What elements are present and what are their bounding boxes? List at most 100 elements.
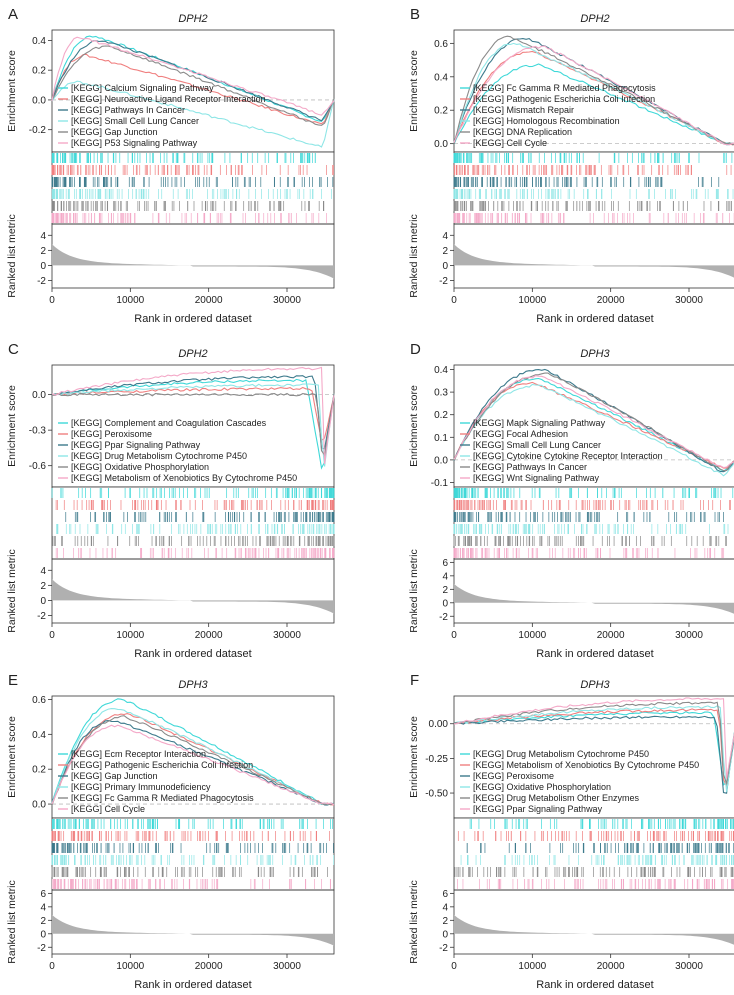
y-tick-label: 0.4 xyxy=(434,72,448,83)
x-tick-label: 0 xyxy=(451,295,457,306)
hit-row xyxy=(457,879,734,889)
hit-row xyxy=(51,819,334,829)
x-tick-label: 20000 xyxy=(597,630,625,641)
x-tick-label: 10000 xyxy=(518,961,546,972)
legend-entry: [KEGG] Ecm Receptor Interaction xyxy=(71,749,206,759)
metric-area xyxy=(454,583,734,614)
legend-entry: [KEGG] Peroxisome xyxy=(71,429,152,439)
x-axis-label: Rank in ordered dataset xyxy=(536,313,653,325)
metric-tick-label: 6 xyxy=(442,889,448,900)
hit-row xyxy=(453,213,734,223)
es-axis-label: Enrichment score xyxy=(6,716,18,798)
es-curve xyxy=(453,711,734,787)
hit-row xyxy=(453,524,729,534)
x-tick-label: 20000 xyxy=(597,961,625,972)
metric-plot-frame xyxy=(453,558,734,624)
y-tick-label: 0.0 xyxy=(434,139,448,150)
y-tick-label: 0.0 xyxy=(32,390,46,401)
legend-entry: [KEGG] Fc Gamma R Mediated Phagocytosis xyxy=(473,83,656,93)
es-curve xyxy=(51,45,335,126)
hit-row xyxy=(55,548,335,558)
x-tick-label: 0 xyxy=(49,295,55,306)
es-curve xyxy=(453,42,734,145)
legend-entry: [KEGG] Homologous Recombination xyxy=(473,116,620,126)
y-tick-label: 0.00 xyxy=(429,719,449,730)
metric-tick-label: 4 xyxy=(442,571,448,582)
y-tick-label: 0.4 xyxy=(32,36,46,47)
es-axis-label: Enrichment score xyxy=(408,50,420,132)
es-curve xyxy=(51,366,335,465)
hit-plot-frame xyxy=(51,486,335,560)
panel-label: A xyxy=(8,6,18,23)
hit-row xyxy=(469,819,734,829)
es-curve xyxy=(51,383,335,467)
panel-title: DPH2 xyxy=(580,13,609,25)
panel-e: E DPH3 0.6 0.4 0.2 0.0 Enrichment score [KEGG] … xyxy=(6,672,335,991)
legend-entry: [KEGG] Pathogenic Escherichia Coli Infec… xyxy=(473,94,655,104)
hit-row xyxy=(55,500,335,510)
metric-plot-frame xyxy=(453,223,734,289)
legend: [KEGG] Complement and Coagulation Cascad… xyxy=(58,418,297,483)
y-tick-label: -0.25 xyxy=(425,754,448,765)
hit-row xyxy=(51,831,330,841)
hit-row xyxy=(51,153,316,163)
metric-tick-label: 0 xyxy=(442,261,448,272)
es-curve xyxy=(51,36,335,116)
metric-tick-label: 4 xyxy=(40,231,46,242)
x-axis-label: Rank in ordered dataset xyxy=(134,648,251,660)
x-axis-label: Rank in ordered dataset xyxy=(536,648,653,660)
metric-tick-label: 0 xyxy=(40,929,46,940)
y-tick-label: 0.0 xyxy=(32,95,46,106)
hit-row xyxy=(453,512,724,522)
metric-tick-label: 2 xyxy=(40,246,46,257)
x-tick-label: 30000 xyxy=(675,630,703,641)
hit-plot-frame xyxy=(51,817,335,891)
es-curve xyxy=(51,386,335,442)
legend-entry: [KEGG] Gap Junction xyxy=(71,127,158,137)
metric-area xyxy=(454,244,734,278)
x-tick-label: 20000 xyxy=(195,295,223,306)
es-curve xyxy=(453,368,734,473)
panel-title: DPH2 xyxy=(178,348,207,360)
x-tick-label: 0 xyxy=(49,961,55,972)
es-curve xyxy=(453,708,734,789)
legend-entry: [KEGG] Complement and Coagulation Cascad… xyxy=(71,418,267,428)
legend-entry: [KEGG] Drug Metabolism Cytochrome P450 xyxy=(71,451,247,461)
legend-entry: [KEGG] Pathways In Cancer xyxy=(473,462,587,472)
x-tick-label: 30000 xyxy=(675,961,703,972)
legend-entry: [KEGG] DNA Replication xyxy=(473,127,572,137)
hit-row xyxy=(51,177,334,187)
metric-tick-label: -2 xyxy=(37,611,46,622)
hit-plot-frame xyxy=(51,151,335,225)
es-curve xyxy=(453,63,734,146)
x-tick-label: 0 xyxy=(451,961,457,972)
hit-plot-frame xyxy=(453,151,734,225)
es-curve xyxy=(51,392,335,457)
hit-row xyxy=(51,855,335,865)
y-tick-label: 0.0 xyxy=(32,800,46,811)
legend-entry: [KEGG] P53 Signaling Pathway xyxy=(71,138,198,148)
es-curve xyxy=(51,715,335,806)
metric-plot-frame xyxy=(51,223,335,289)
y-tick-label: 0.4 xyxy=(434,365,448,376)
x-tick-label: 10000 xyxy=(116,961,144,972)
hit-row xyxy=(457,831,734,841)
legend-entry: [KEGG] Calcium Signaling Pathway xyxy=(71,83,214,93)
x-tick-label: 30000 xyxy=(273,630,301,641)
legend-entry: [KEGG] Wnt Signaling Pathway xyxy=(473,473,600,483)
panel-label: B xyxy=(410,6,420,23)
panel-label: E xyxy=(8,672,18,689)
x-tick-label: 10000 xyxy=(518,295,546,306)
y-tick-label: -0.3 xyxy=(29,426,47,437)
hit-row xyxy=(460,855,734,865)
hit-row xyxy=(453,165,732,175)
metric-tick-label: 2 xyxy=(442,585,448,596)
legend-entry: [KEGG] Pathways In Cancer xyxy=(71,105,185,115)
metric-tick-label: 0 xyxy=(442,598,448,609)
x-axis-label: Rank in ordered dataset xyxy=(134,313,251,325)
x-tick-label: 0 xyxy=(49,630,55,641)
hit-row xyxy=(453,548,725,558)
metric-tick-label: 2 xyxy=(40,581,46,592)
legend-entry: [KEGG] Oxidative Phosphorylation xyxy=(473,782,611,792)
